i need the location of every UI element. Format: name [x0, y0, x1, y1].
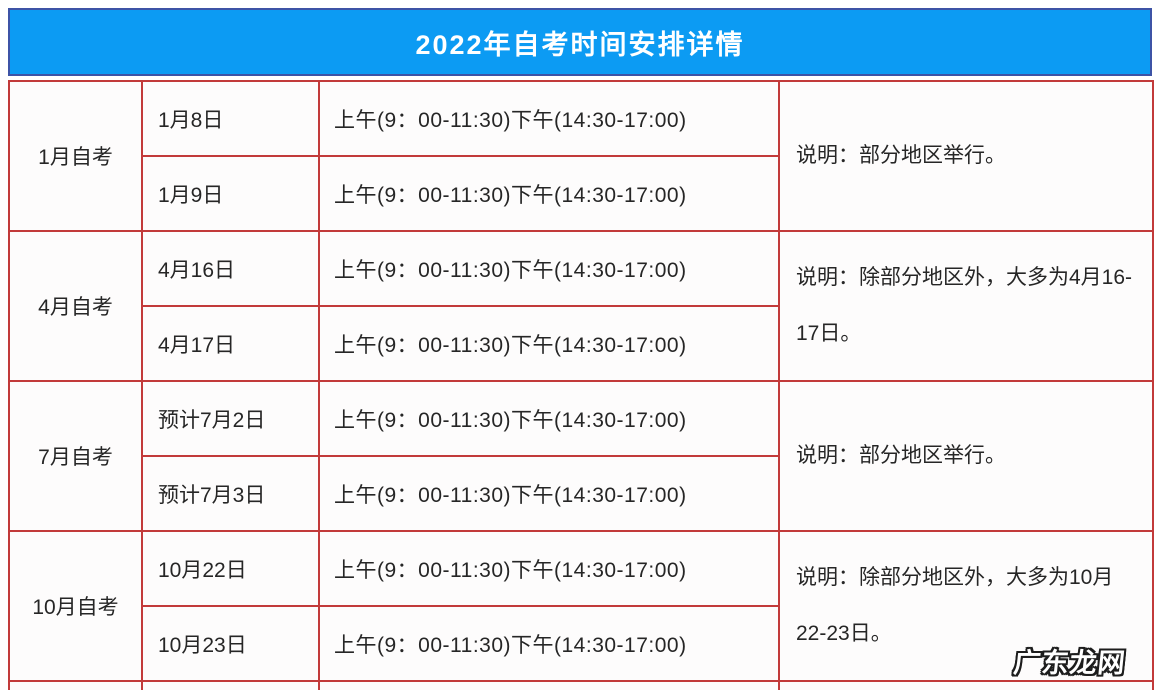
note-cell-april: 说明：除部分地区外，大多为4月16-17日。 — [778, 230, 1154, 382]
time-cell: 上午(9：00-11:30)下午(14:30-17:00) — [318, 455, 780, 532]
table-row: 1月自考 1月8日 上午(9：00-11:30)下午(14:30-17:00) … — [8, 80, 1154, 232]
time-cell: 上午(9：00-11:30)下午(14:30-17:00) — [318, 530, 780, 607]
date-cell: 4月17日 — [141, 305, 320, 382]
table-row: 4月自考 4月16日 上午(9：00-11:30)下午(14:30-17:00)… — [8, 230, 1154, 382]
month-cell-april: 4月自考 — [8, 230, 143, 382]
date-cell: 预计7月2日 — [141, 380, 320, 457]
date-cell: 预计7月3日 — [141, 455, 320, 532]
note-cell-july: 说明：部分地区举行。 — [778, 380, 1154, 532]
month-cell-october: 10月自考 — [8, 530, 143, 682]
date-cell: 10月23日 — [141, 605, 320, 682]
time-cell: 上午(9：00-11:30)下午(14:30-17:00) — [318, 80, 780, 157]
date-cell: 4月16日 — [141, 230, 320, 307]
time-cell: 上午(9：00-11:30)下午(14:30-17:00) — [318, 380, 780, 457]
month-cell-july: 7月自考 — [8, 380, 143, 532]
table-row: 预计7月3日 上午(9：00-11:30)下午(14:30-17:00) — [9, 455, 1153, 532]
table-row: 10月自考 10月22日 上午(9：00-11:30)下午(14:30-17:0… — [8, 530, 1154, 682]
table-row: 7月自考 预计7月2日 上午(9：00-11:30)下午(14:30-17:00… — [8, 380, 1154, 532]
page-title: 2022年自考时间安排详情 — [415, 29, 745, 60]
time-cell: 上午(9：00-11:30)下午(14:30-17:00) — [318, 230, 780, 307]
table-row: 1月9日 上午(9：00-11:30)下午(14:30-17:00) — [9, 155, 1153, 232]
note-cell-january: 说明：部分地区举行。 — [778, 80, 1154, 232]
time-cell: 上午(9：00-11:30)下午(14:30-17:00) — [318, 605, 780, 682]
watermark-logo: 广东龙网 — [1012, 648, 1128, 678]
date-cell: 10月22日 — [141, 530, 320, 607]
date-cell: 1月9日 — [141, 155, 320, 232]
note-cell-october: 说明：除部分地区外，大多为10月22-23日。 — [778, 530, 1154, 682]
month-cell-january: 1月自考 — [8, 80, 143, 232]
title-bar: 2022年自考时间安排详情 — [8, 8, 1152, 76]
table-row-clipped — [8, 680, 1154, 690]
time-cell: 上午(9：00-11:30)下午(14:30-17:00) — [318, 155, 780, 232]
table-row: 4月17日 上午(9：00-11:30)下午(14:30-17:00) — [9, 305, 1153, 382]
table-row: 10月23日 上午(9：00-11:30)下午(14:30-17:00) — [9, 605, 1153, 682]
time-cell: 上午(9：00-11:30)下午(14:30-17:00) — [318, 305, 780, 382]
exam-schedule-table: 1月自考 1月8日 上午(9：00-11:30)下午(14:30-17:00) … — [8, 80, 1154, 690]
date-cell: 1月8日 — [141, 80, 320, 157]
